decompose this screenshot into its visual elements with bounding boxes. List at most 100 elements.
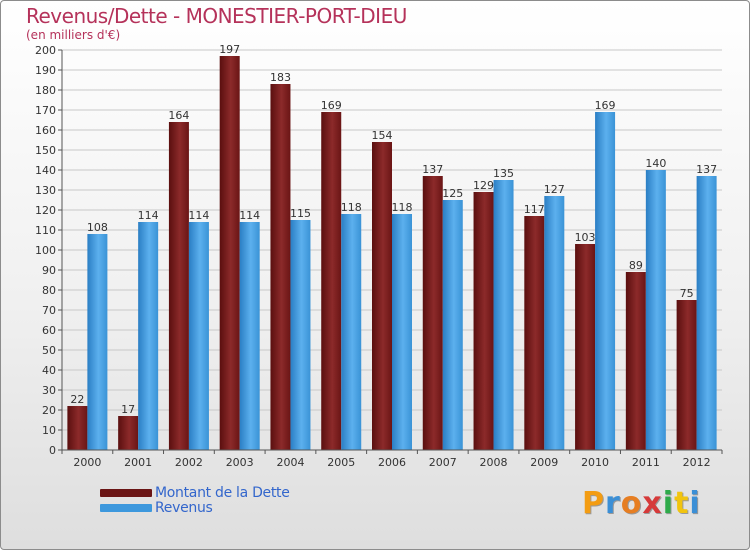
bar-revenue: [341, 214, 362, 450]
y-tick-label: 20: [42, 404, 56, 417]
bar-debt: [321, 112, 342, 450]
y-tick-label: 190: [35, 64, 56, 77]
legend-label-revenue: Revenus: [155, 500, 213, 516]
data-label: 125: [442, 187, 463, 200]
y-tick-label: 50: [42, 344, 56, 357]
data-label: 164: [168, 109, 189, 122]
y-tick-label: 170: [35, 104, 56, 117]
x-tick-label: 2007: [429, 456, 457, 469]
x-tick-label: 2006: [378, 456, 406, 469]
logo-letter: P: [582, 486, 605, 521]
x-tick-label: 2003: [226, 456, 254, 469]
data-label: 140: [645, 157, 666, 170]
data-label: 114: [239, 209, 260, 222]
data-label: 114: [188, 209, 209, 222]
bar-debt: [67, 406, 88, 450]
bar-revenue: [696, 176, 717, 450]
data-label: 169: [321, 99, 342, 112]
data-label: 137: [696, 163, 717, 176]
y-tick-label: 150: [35, 144, 56, 157]
y-tick-label: 160: [35, 124, 56, 137]
bar-revenue: [493, 180, 514, 450]
y-tick-label: 130: [35, 184, 56, 197]
bar-debt: [625, 272, 646, 450]
y-tick-label: 120: [35, 204, 56, 217]
legend-label-debt: Montant de la Dette: [155, 485, 290, 501]
x-tick-label: 2010: [581, 456, 609, 469]
legend-swatch-revenue: [100, 504, 152, 512]
bar-revenue: [239, 222, 260, 450]
bar-chart: 22 108 17 114 164 114 197 114 183 115 169 118 154 118…: [35, 43, 723, 469]
chart-title: Revenus/Dette - MONESTIER-PORT-DIEU: [26, 4, 407, 28]
bar-debt: [473, 192, 494, 450]
bar-debt: [524, 216, 545, 450]
data-label: 169: [595, 99, 616, 112]
proxiti-logo: Proxiti: [582, 486, 701, 521]
y-tick-label: 0: [49, 444, 56, 457]
data-label: 129: [473, 179, 494, 192]
data-label: 22: [70, 393, 84, 406]
data-label: 137: [422, 163, 443, 176]
data-label: 115: [290, 207, 311, 220]
x-tick-label: 2009: [530, 456, 558, 469]
x-tick-label: 2008: [480, 456, 508, 469]
data-label: 17: [121, 403, 135, 416]
x-tick-label: 2004: [276, 456, 304, 469]
bar-debt: [422, 176, 443, 450]
data-label: 183: [270, 71, 291, 84]
y-tick-label: 80: [42, 284, 56, 297]
data-label: 117: [524, 203, 545, 216]
bar-revenue: [544, 196, 565, 450]
bar-revenue: [290, 220, 311, 450]
chart-subtitle: (en milliers d'€): [26, 28, 121, 42]
y-tick-label: 110: [35, 224, 56, 237]
bar-debt: [575, 244, 596, 450]
y-tick-label: 200: [35, 44, 56, 57]
data-label: 89: [629, 259, 643, 272]
data-label: 103: [575, 231, 596, 244]
data-label: 197: [219, 43, 240, 56]
x-tick-label: 2005: [327, 456, 355, 469]
legend-item-revenue: Revenus: [100, 500, 213, 516]
logo-letter: o: [620, 486, 643, 521]
data-label: 114: [138, 209, 159, 222]
bar-debt: [372, 142, 392, 450]
y-tick-label: 30: [42, 384, 56, 397]
data-label: 118: [341, 201, 362, 214]
data-label: 154: [372, 129, 393, 142]
data-label: 118: [392, 201, 413, 214]
legend-item-debt: Montant de la Dette: [100, 485, 290, 501]
logo-letter: r: [605, 486, 621, 521]
data-label: 75: [680, 287, 694, 300]
bar-debt: [270, 84, 291, 450]
y-tick-label: 90: [42, 264, 56, 277]
x-tick-label: 2011: [632, 456, 660, 469]
x-tick-label: 2012: [683, 456, 711, 469]
data-label: 108: [87, 221, 108, 234]
data-label: 127: [544, 183, 565, 196]
logo-letter: t: [674, 486, 690, 521]
logo-letter: i: [662, 486, 675, 521]
bar-revenue: [138, 222, 159, 450]
x-tick-label: 2002: [175, 456, 203, 469]
y-tick-label: 70: [42, 304, 56, 317]
logo-letter: x: [642, 486, 663, 521]
x-tick-label: 2000: [73, 456, 101, 469]
logo-letter: i: [689, 486, 701, 521]
x-tick-label: 2001: [124, 456, 152, 469]
y-tick-label: 40: [42, 364, 56, 377]
bar-debt: [676, 300, 697, 450]
bar-revenue: [442, 200, 463, 450]
bar-revenue: [188, 222, 209, 450]
bar-revenue: [87, 234, 108, 450]
y-tick-label: 60: [42, 324, 56, 337]
bar-revenue: [595, 112, 616, 450]
y-tick-label: 100: [35, 244, 56, 257]
y-tick-label: 10: [42, 424, 56, 437]
data-label: 135: [493, 167, 514, 180]
bar-debt: [118, 416, 139, 450]
bar-revenue: [392, 214, 412, 450]
y-tick-label: 180: [35, 84, 56, 97]
bar-debt: [219, 56, 240, 450]
bar-debt: [168, 122, 189, 450]
